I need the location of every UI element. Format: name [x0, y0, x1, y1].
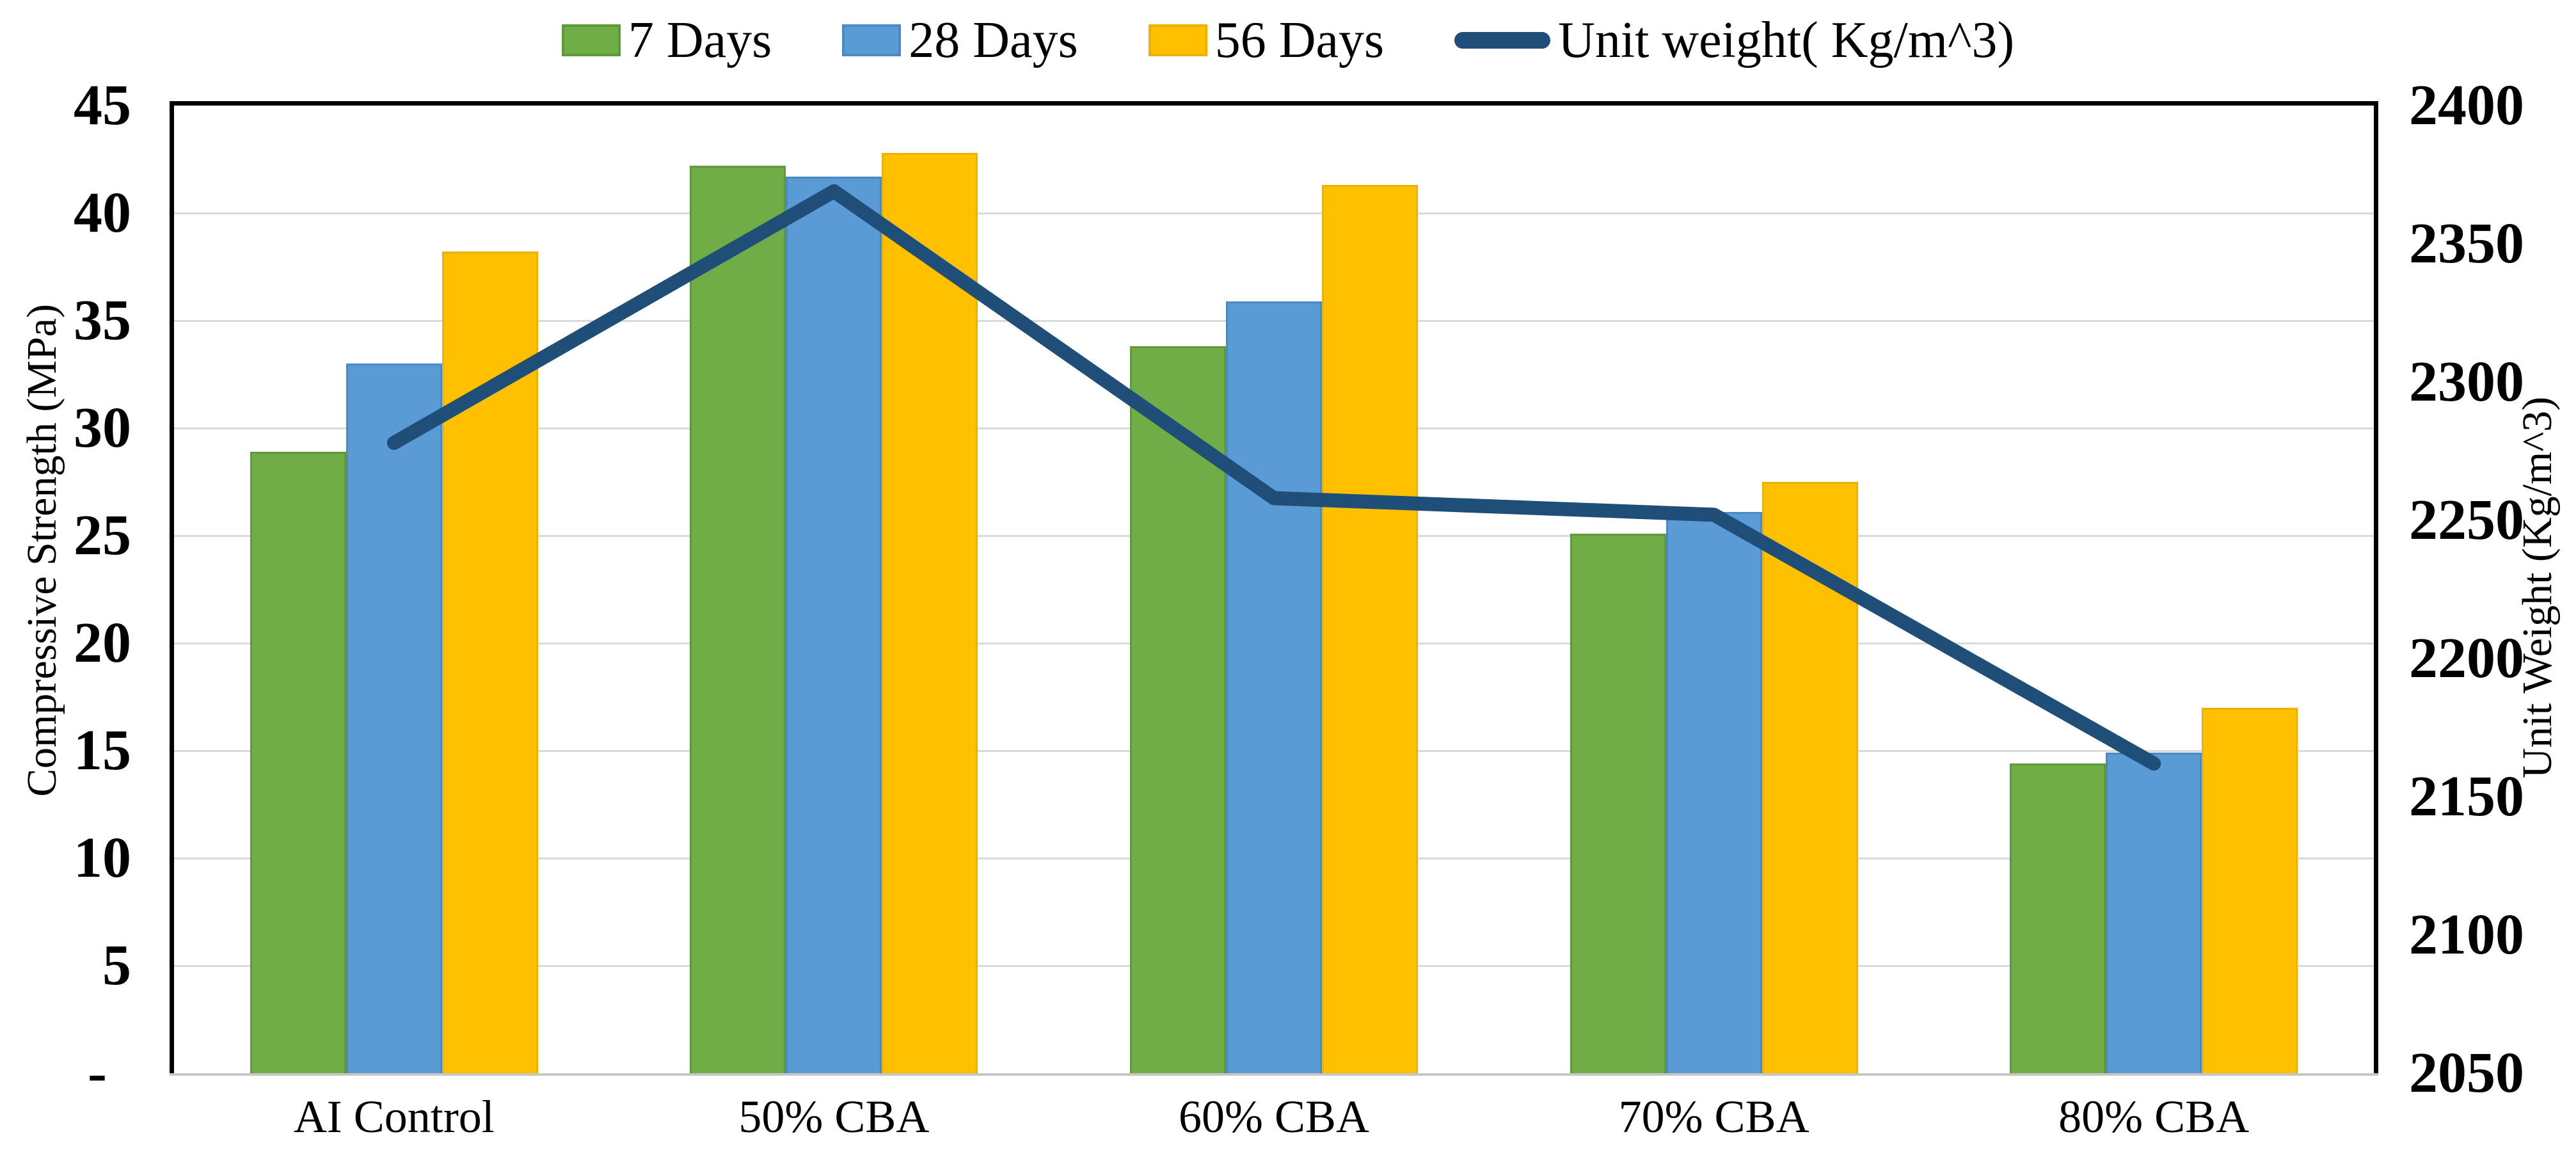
left-tick-label: 5 — [102, 934, 131, 997]
left-tick-label: 15 — [74, 719, 131, 782]
gridline — [174, 212, 2374, 214]
x-category-label-ai-control: AI Control — [293, 1091, 495, 1142]
x-category-label-70-cba: 70% CBA — [1618, 1091, 1809, 1142]
legend-item-28-days: 28 Days — [842, 12, 1078, 68]
bar-28-days-50-cba — [786, 176, 882, 1073]
bar-56-days-70-cba — [1761, 482, 1858, 1073]
legend-label-28-days: 28 Days — [909, 12, 1078, 68]
left-tick-label: 25 — [74, 504, 131, 567]
left-tick-label: 20 — [74, 611, 131, 675]
bar-28-days-70-cba — [1666, 512, 1762, 1073]
x-axis-spine — [170, 1073, 2378, 1076]
right-tick-label: 2200 — [2409, 627, 2524, 690]
plot-top-spine — [170, 101, 2378, 106]
x-axis-labels: AI Control 50% CBA 60% CBA 70% CBA 80% CBA — [174, 1091, 2374, 1162]
legend-swatch-56-days — [1148, 24, 1207, 56]
right-tick-label: 2400 — [2409, 74, 2524, 137]
legend: 7 Days 28 Days 56 Days Unit weight( Kg/m… — [0, 5, 2576, 76]
legend-label-unit-weight: Unit weight( Kg/m^3) — [1558, 12, 2015, 68]
legend-line-marker-icon — [1454, 32, 1551, 49]
bar-7-days-80-cba — [2010, 763, 2106, 1073]
left-axis-ticks: 45 40 35 30 25 20 15 10 5 - — [0, 77, 131, 1102]
legend-item-7-days: 7 Days — [561, 12, 772, 68]
x-category-label-80-cba: 80% CBA — [2058, 1091, 2250, 1142]
right-axis-spine — [2374, 101, 2378, 1076]
bar-7-days-ai-control — [250, 451, 346, 1073]
left-tick-label: 35 — [74, 289, 131, 352]
x-category-label-60-cba: 60% CBA — [1178, 1091, 1370, 1142]
bar-28-days-60-cba — [1226, 301, 1322, 1073]
bar-56-days-80-cba — [2202, 707, 2298, 1073]
bar-56-days-50-cba — [882, 152, 978, 1073]
legend-label-56-days: 56 Days — [1214, 12, 1385, 68]
legend-item-unit-weight: Unit weight( Kg/m^3) — [1454, 15, 2014, 66]
legend-swatch-7-days — [561, 24, 621, 56]
left-tick-label: 40 — [74, 181, 131, 244]
right-axis-ticks: 2400 2350 2300 2250 2200 2150 2100 2050 — [2409, 77, 2575, 1102]
bar-28-days-ai-control — [346, 363, 442, 1073]
right-axis-title: Unit Weight (Kg/m^3) — [2514, 396, 2561, 779]
left-tick-label: 10 — [74, 826, 131, 890]
bar-7-days-70-cba — [1570, 533, 1666, 1073]
left-tick-label: 45 — [74, 74, 131, 137]
bar-7-days-60-cba — [1130, 346, 1226, 1073]
plot-area — [174, 106, 2374, 1073]
right-tick-label: 2250 — [2409, 488, 2524, 552]
right-tick-label: 2100 — [2409, 903, 2524, 966]
bar-56-days-60-cba — [1322, 185, 1418, 1073]
right-tick-label: 2350 — [2409, 212, 2524, 275]
right-tick-label: 2050 — [2409, 1041, 2524, 1105]
left-axis-spine — [170, 101, 174, 1076]
unit-weight-line-path — [386, 184, 2161, 771]
bar-28-days-80-cba — [2106, 753, 2202, 1073]
left-axis-title: Compressive Strength (MPa) — [19, 304, 65, 797]
legend-item-56-days: 56 Days — [1148, 12, 1385, 68]
legend-label-7-days: 7 Days — [628, 12, 772, 68]
left-tick-label: 30 — [74, 396, 131, 459]
right-tick-label: 2300 — [2409, 350, 2524, 413]
unit-weight-line — [386, 184, 2161, 771]
right-tick-label: 2150 — [2409, 765, 2524, 828]
legend-swatch-28-days — [842, 24, 902, 56]
left-tick-label: - — [88, 1041, 107, 1105]
x-category-label-50-cba: 50% CBA — [738, 1091, 930, 1142]
bar-7-days-50-cba — [690, 166, 786, 1073]
